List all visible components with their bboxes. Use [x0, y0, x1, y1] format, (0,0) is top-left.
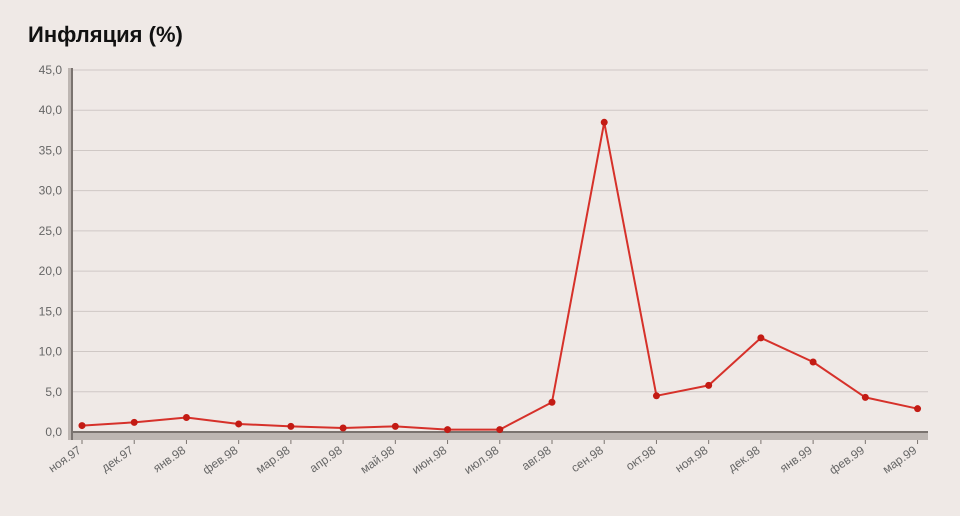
- y-tick-label: 30,0: [39, 184, 63, 198]
- data-point: [601, 119, 608, 126]
- data-point: [392, 423, 399, 430]
- chart-title: Инфляция (%): [28, 22, 183, 48]
- data-point: [235, 420, 242, 427]
- chart-container: Инфляция (%) 0,05,010,015,020,025,030,03…: [0, 0, 960, 516]
- y-tick-label: 35,0: [39, 143, 63, 157]
- data-point: [705, 382, 712, 389]
- y-tick-label: 0,0: [45, 425, 62, 439]
- line-chart: 0,05,010,015,020,025,030,035,040,045,0но…: [0, 0, 960, 516]
- data-point: [653, 392, 660, 399]
- data-point: [496, 426, 503, 433]
- data-point: [810, 359, 817, 366]
- data-point: [862, 394, 869, 401]
- y-tick-label: 10,0: [39, 345, 63, 359]
- y-tick-label: 40,0: [39, 103, 63, 117]
- y-tick-label: 45,0: [39, 63, 63, 77]
- data-point: [757, 334, 764, 341]
- data-point: [340, 424, 347, 431]
- data-point: [444, 426, 451, 433]
- data-point: [79, 422, 86, 429]
- y-tick-label: 20,0: [39, 264, 63, 278]
- data-point: [549, 399, 556, 406]
- data-point: [287, 423, 294, 430]
- y-tick-label: 25,0: [39, 224, 63, 238]
- y-tick-label: 5,0: [45, 385, 62, 399]
- y-tick-label: 15,0: [39, 304, 63, 318]
- data-point: [183, 414, 190, 421]
- data-point: [914, 405, 921, 412]
- data-point: [131, 419, 138, 426]
